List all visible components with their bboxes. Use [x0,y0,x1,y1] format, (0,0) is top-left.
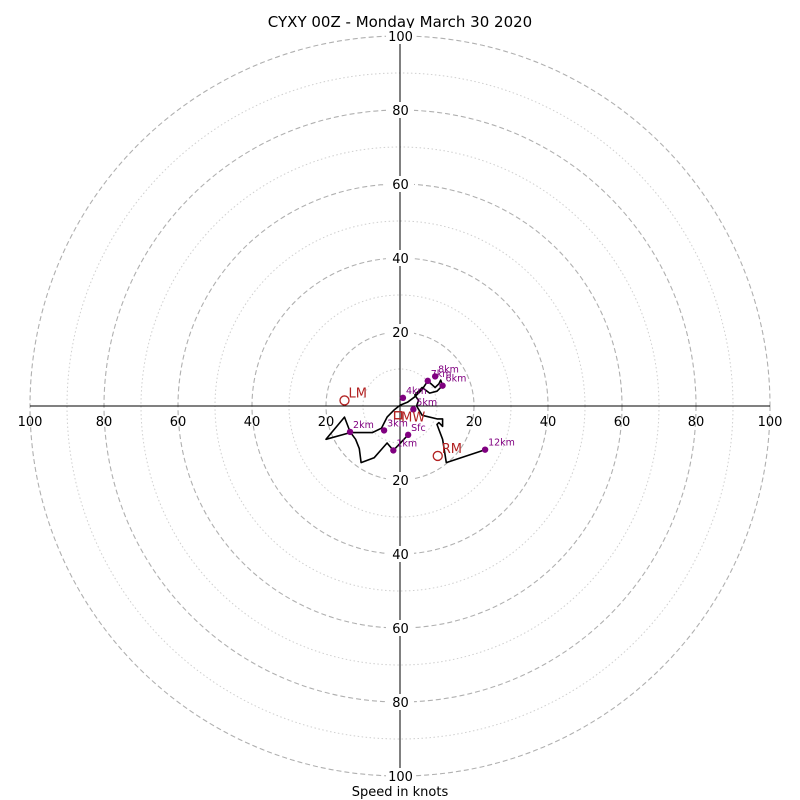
height-label-2km: 2km [353,420,374,431]
height-label-sfc: Sfc [411,423,426,434]
tick-label-bottom: 20 [392,474,409,489]
height-marker-6km [439,382,446,389]
tick-label-bottom: 80 [392,696,409,711]
tick-label-bg [386,176,414,192]
tick-label-right: 60 [614,415,631,430]
tick-label-bg [386,250,414,266]
height-marker-4km [399,394,407,402]
tick-label-top: 40 [392,252,409,267]
tick-label-left: 80 [96,415,113,430]
tick-label-bg [386,694,414,710]
tick-label-bg [386,546,414,562]
height-marker-1km [390,447,397,454]
tick-label-right: 80 [688,415,705,430]
storm-marker-lm [339,395,350,406]
height-label-6km: 6km [446,374,467,385]
height-marker-3km [380,427,388,434]
height-marker-12km [481,446,489,453]
tick-label-right: 40 [540,415,557,430]
tick-label-top: 100 [388,30,413,45]
tick-label-bg [386,472,414,488]
tick-label-right: 20 [466,415,483,430]
tick-label-left: 100 [18,415,43,430]
tick-label-bottom: 40 [392,548,409,563]
storm-label-mw: MW [401,410,425,425]
tick-label-left: 60 [170,415,187,430]
tick-label-right: 100 [758,415,783,430]
height-marker-7km [424,377,431,385]
tick-label-bg [386,324,414,340]
tick-label-top: 80 [392,104,409,119]
chart-title: CYXY 00Z - Monday March 30 2020 [268,13,532,31]
tick-label-left: 40 [244,415,261,430]
height-marker-sfc [404,431,412,439]
height-marker-8km [431,373,439,380]
x-axis-label: Speed in knots [352,785,449,800]
tick-label-bottom: 100 [388,770,413,785]
storm-motion-markers: LM RM MW [339,386,462,462]
tick-label-top: 20 [392,326,409,341]
storm-marker-mw [393,411,403,420]
height-label-1km: 1km [396,438,417,449]
tick-label-bg [386,768,414,784]
height-label-4km: 4km [406,386,427,397]
tick-label-bottom: 60 [392,622,409,637]
height-label-3km: 3km [387,418,408,429]
height-marker-5km [410,406,417,413]
height-label-5km: 5km [416,397,437,408]
tick-labels: 20 40 60 80 100 20 40 60 80 100 20 40 60 80 100 20 40 60 8… [18,28,783,785]
tick-label-bg [386,620,414,636]
storm-label-lm: LM [349,386,367,401]
tick-label-bg [386,102,414,118]
height-label-7km: 7km [431,369,452,380]
height-label-12km: 12km [488,438,515,449]
storm-marker-rm [432,450,443,462]
height-marker-2km [346,428,354,436]
storm-label-rm: RM [442,442,462,457]
tick-label-bg [386,28,414,44]
tick-label-top: 60 [392,178,409,193]
height-label-8km: 8km [438,364,459,375]
tick-label-left: 20 [318,415,335,430]
